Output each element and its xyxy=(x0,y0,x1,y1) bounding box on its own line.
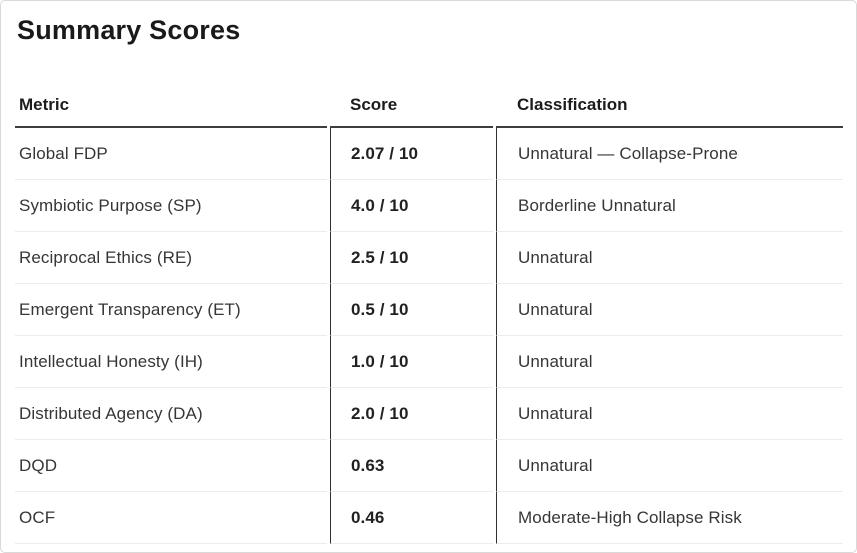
metric-cell: Intellectual Honesty (IH) xyxy=(15,335,327,387)
score-cell: 0.63 xyxy=(330,439,493,491)
classification-cell: Unnatural xyxy=(496,231,843,283)
metric-cell: Emergent Transparency (ET) xyxy=(15,283,327,335)
score-cell: 2.07 / 10 xyxy=(330,128,493,179)
metric-cell: OCF xyxy=(15,491,327,544)
metric-cell: Global FDP xyxy=(19,143,108,163)
table-header: Metric Score Classification xyxy=(15,81,843,128)
table-row: Intellectual Honesty (IH) 1.0 / 10 Unnat… xyxy=(15,335,843,387)
table-body: Global FDP 2.07 / 10 Unnatural — Collaps… xyxy=(15,128,843,544)
classification-cell: Unnatural xyxy=(496,387,843,439)
classification-cell: Unnatural xyxy=(496,439,843,491)
table-row: Distributed Agency (DA) 2.0 / 10 Unnatur… xyxy=(15,387,843,439)
score-cell: 0.46 xyxy=(330,491,493,544)
score-cell: 2.0 / 10 xyxy=(330,387,493,439)
table-row: Emergent Transparency (ET) 0.5 / 10 Unna… xyxy=(15,283,843,335)
metric-cell: DQD xyxy=(15,439,327,491)
page-title: Summary Scores xyxy=(17,15,241,45)
score-cell: 2.5 / 10 xyxy=(330,231,493,283)
classification-cell: Unnatural — Collapse-Prone xyxy=(496,128,843,179)
table-row: OCF 0.46 Moderate-High Collapse Risk xyxy=(15,491,843,544)
score-cell: 4.0 / 10 xyxy=(330,179,493,231)
classification-cell: Moderate-High Collapse Risk xyxy=(496,491,843,544)
summary-scores-table: Metric Score Classification Global FDP 2… xyxy=(12,81,846,544)
metric-cell: Symbiotic Purpose (SP) xyxy=(15,179,327,231)
table-row: Reciprocal Ethics (RE) 2.5 / 10 Unnatura… xyxy=(15,231,843,283)
metric-cell: Reciprocal Ethics (RE) xyxy=(15,231,327,283)
score-cell: 0.5 / 10 xyxy=(330,283,493,335)
classification-cell: Unnatural xyxy=(496,335,843,387)
table-row: DQD 0.63 Unnatural xyxy=(15,439,843,491)
column-header-classification: Classification xyxy=(496,81,843,128)
score-cell: 1.0 / 10 xyxy=(330,335,493,387)
table-row: Symbiotic Purpose (SP) 4.0 / 10 Borderli… xyxy=(15,179,843,231)
column-header-metric: Metric xyxy=(15,81,327,128)
classification-cell: Borderline Unnatural xyxy=(496,179,843,231)
table-header-row: Metric Score Classification xyxy=(15,81,843,128)
table-row: Global FDP 2.07 / 10 Unnatural — Collaps… xyxy=(15,128,843,179)
metric-cell: Distributed Agency (DA) xyxy=(15,387,327,439)
column-header-score: Score xyxy=(330,81,493,128)
classification-cell: Unnatural xyxy=(496,283,843,335)
